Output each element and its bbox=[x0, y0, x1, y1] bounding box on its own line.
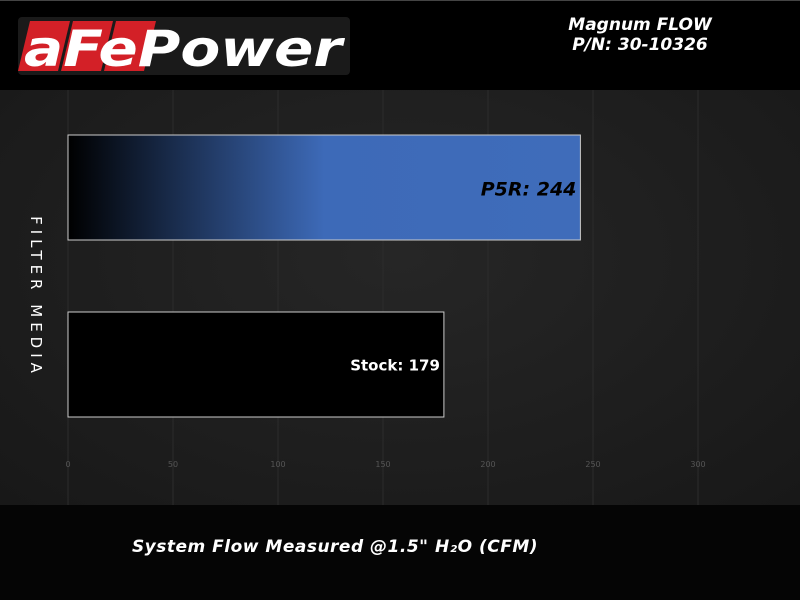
x-tick-label: 150 bbox=[375, 460, 390, 469]
chart-title: Magnum FLOW P/N: 30-10326 bbox=[540, 15, 740, 55]
part-number: P/N: 30-10326 bbox=[572, 35, 708, 55]
bar-chart: P5R: 244 Stock: 179 0 50 100 150 200 250 300 bbox=[65, 90, 706, 505]
x-axis-label: System Flow Measured @1.5" H₂O (CFM) bbox=[131, 537, 539, 557]
x-tick-label: 200 bbox=[480, 460, 495, 469]
x-tick-label: 100 bbox=[270, 460, 285, 469]
data-label: P5R: 244 bbox=[481, 179, 577, 201]
plot-area: P5R: 244 Stock: 179 0 50 100 150 200 250 300 bbox=[0, 90, 800, 505]
x-tick-label: 50 bbox=[168, 460, 178, 469]
x-tick-label: 250 bbox=[585, 460, 600, 469]
header: aFePower Magnum FLOW P/N: 30-10326 bbox=[0, 0, 800, 90]
y-axis-label: FILTER MEDIA bbox=[27, 216, 45, 378]
data-label: Stock: 179 bbox=[350, 357, 440, 375]
afe-power-logo: aFePower bbox=[18, 17, 350, 75]
bar-stock bbox=[67, 311, 445, 418]
svg-text:aFePower: aFePower bbox=[24, 20, 346, 75]
footer: System Flow Measured @1.5" H₂O (CFM) bbox=[0, 505, 800, 600]
x-tick-label: 0 bbox=[65, 460, 70, 469]
x-tick-label: 300 bbox=[690, 460, 705, 469]
bar-p5r bbox=[67, 134, 581, 241]
product-name: Magnum FLOW bbox=[568, 15, 712, 35]
